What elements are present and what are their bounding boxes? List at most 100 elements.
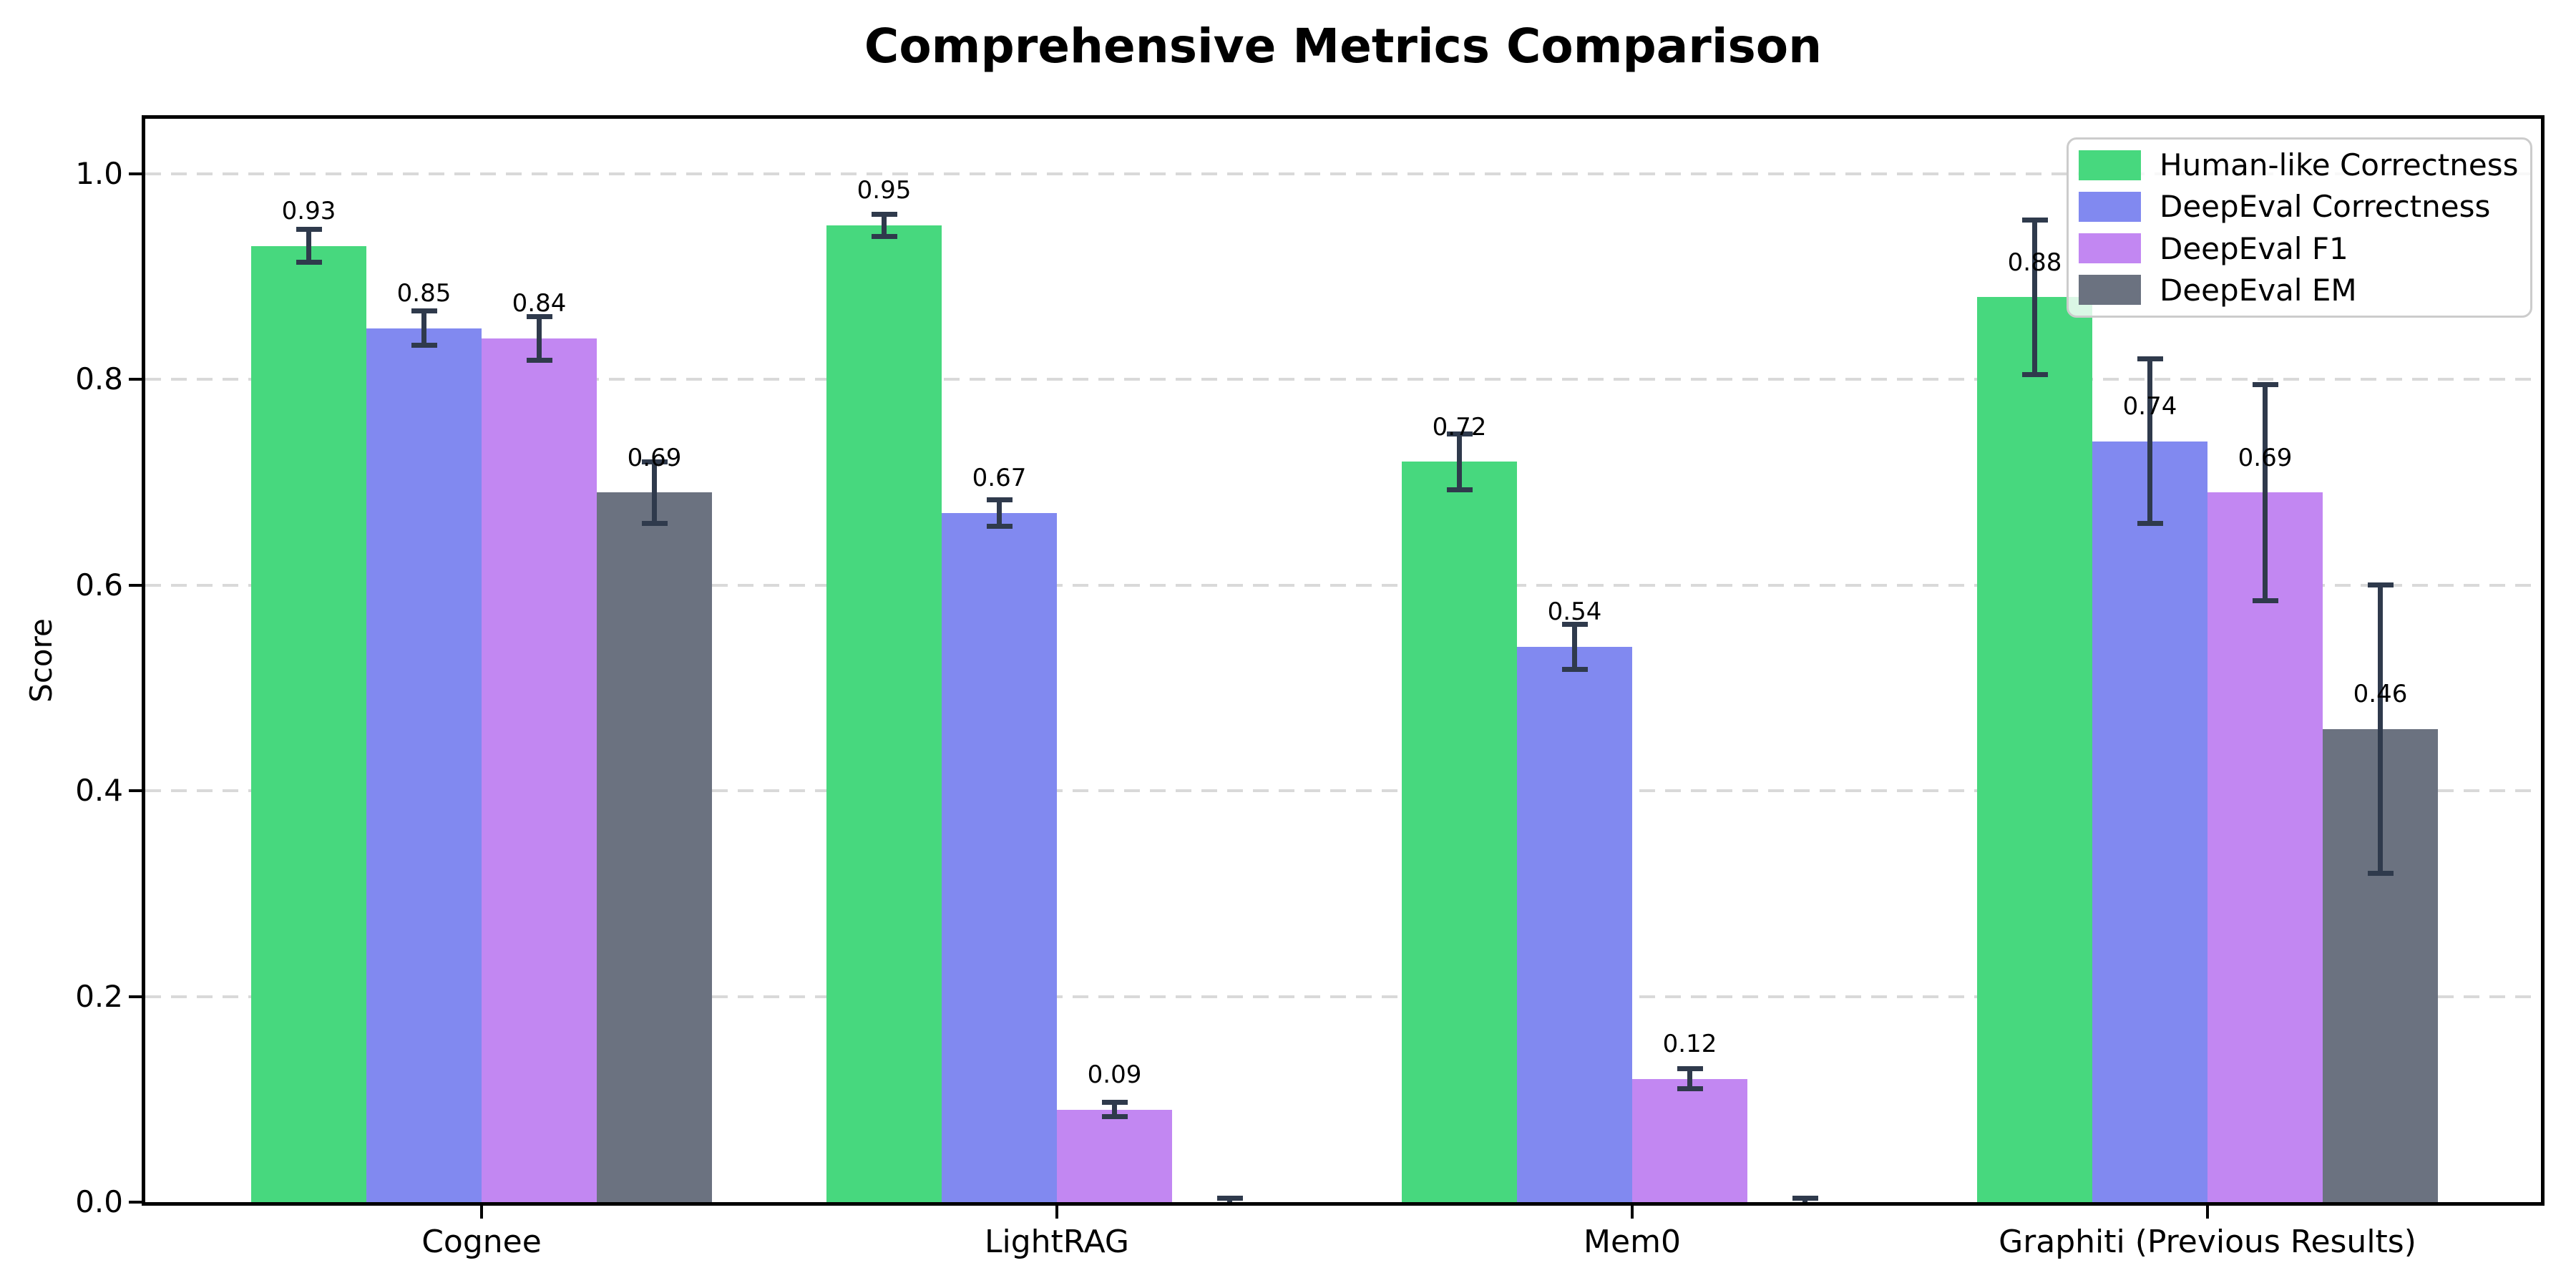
y-tick-mark <box>129 583 142 587</box>
error-bar-cap-bottom <box>2367 870 2394 876</box>
bar-value-label-deepeval-f1-mem0: 0.12 <box>1662 1029 1717 1058</box>
error-bar-cap-top <box>2252 382 2278 388</box>
legend: Human-like Correctness DeepEval Correctne… <box>2067 137 2532 318</box>
gridline-0.2 <box>145 995 2541 998</box>
bar-deepeval-f1-cognee <box>482 338 597 1202</box>
legend-label: DeepEval Correctness <box>2160 189 2491 225</box>
error-bar-cap-top <box>871 211 897 217</box>
error-bar-cap-top <box>1561 621 1588 627</box>
bar-deepeval-correctness-mem0 <box>1517 647 1632 1202</box>
y-tick-label: 0.2 <box>75 978 123 1014</box>
error-bar-cap-bottom <box>2021 371 2048 377</box>
error-bar-line <box>997 499 1002 527</box>
error-bar-cap-top <box>1792 1195 1818 1201</box>
error-bar-line <box>1572 624 1577 670</box>
bar-value-label-deepeval-em-cognee: 0.69 <box>627 443 682 472</box>
x-tick-label-lightrag: LightRAG <box>984 1224 1130 1260</box>
gridline-0.8 <box>145 378 2541 381</box>
error-bar-cap-top <box>526 314 552 320</box>
x-tick-mark <box>480 1206 483 1219</box>
bar-value-label-deepeval-correctness-cognee: 0.85 <box>396 278 452 308</box>
error-bar-line <box>537 316 542 361</box>
error-bar-cap-top <box>1677 1065 1703 1071</box>
bar-value-label-deepeval-f1-cognee: 0.84 <box>512 289 567 318</box>
bar-value-label-human-like-correctness-graphiti-previous-results: 0.88 <box>2007 248 2062 277</box>
plot-area <box>142 115 2545 1206</box>
gridline-1.0 <box>145 172 2541 175</box>
y-tick-label: 0.6 <box>75 567 123 602</box>
bar-deepeval-em-cognee <box>597 492 712 1202</box>
error-bar-cap-bottom <box>2252 597 2278 603</box>
error-bar-cap-top <box>1216 1195 1243 1201</box>
error-bar-cap-top <box>641 459 668 464</box>
legend-item-deepeval-em: DeepEval EM <box>2079 273 2520 308</box>
y-tick-label: 1.0 <box>75 156 123 191</box>
gridline-0.4 <box>145 789 2541 793</box>
chart-title: Comprehensive Metrics Comparison <box>864 19 1823 74</box>
error-bar-cap-bottom <box>526 357 552 363</box>
legend-item-human-like-correctness: Human-like Correctness <box>2079 147 2520 182</box>
y-tick-mark <box>129 789 142 793</box>
error-bar-line <box>421 311 426 346</box>
bar-deepeval-f1-lightrag <box>1057 1109 1172 1202</box>
error-bar-line <box>1457 434 1462 490</box>
bar-value-label-deepeval-correctness-lightrag: 0.67 <box>972 464 1027 493</box>
error-bar-line <box>882 214 887 237</box>
bar-deepeval-f1-graphiti-previous-results <box>2207 492 2323 1202</box>
x-tick-label-graphiti-previous-results: Graphiti (Previous Results) <box>1999 1224 2416 1260</box>
error-bar-cap-bottom <box>1101 1114 1128 1120</box>
error-bar-line <box>2378 585 2383 874</box>
error-bar-line <box>652 462 657 524</box>
bar-value-label-human-like-correctness-cognee: 0.93 <box>281 196 336 225</box>
error-bar-line <box>1687 1068 1692 1089</box>
error-bar-cap-bottom <box>1446 487 1473 492</box>
x-tick-label-cognee: Cognee <box>421 1224 542 1260</box>
bar-human-like-correctness-lightrag <box>826 225 942 1202</box>
error-bar-line <box>306 229 311 263</box>
y-tick-mark <box>129 995 142 998</box>
error-bar-cap-top <box>411 308 437 313</box>
legend-swatch-deepeval-correctness <box>2079 191 2141 222</box>
error-bar-line <box>2032 220 2037 375</box>
legend-label: DeepEval F1 <box>2160 230 2348 266</box>
error-bar-cap-bottom <box>2137 521 2163 527</box>
x-tick-label-mem0: Mem0 <box>1584 1224 1681 1260</box>
legend-swatch-human-like-correctness <box>2079 150 2141 180</box>
legend-swatch-deepeval-f1 <box>2079 233 2141 264</box>
error-bar-cap-top <box>296 227 322 233</box>
bar-deepeval-correctness-lightrag <box>942 513 1057 1202</box>
bar-value-label-human-like-correctness-lightrag: 0.95 <box>857 176 912 205</box>
bar-value-label-deepeval-correctness-mem0: 0.54 <box>1547 597 1602 627</box>
bar-deepeval-f1-mem0 <box>1632 1078 1747 1202</box>
error-bar-cap-top <box>2021 218 2048 223</box>
y-tick-label: 0.0 <box>75 1184 123 1219</box>
bar-deepeval-correctness-cognee <box>366 328 482 1202</box>
bar-value-label-deepeval-f1-lightrag: 0.09 <box>1087 1060 1142 1089</box>
bar-value-label-human-like-correctness-mem0: 0.72 <box>1432 412 1487 441</box>
bar-value-label-deepeval-correctness-graphiti-previous-results: 0.74 <box>2122 391 2177 421</box>
error-bar-line <box>1112 1102 1117 1117</box>
bar-human-like-correctness-mem0 <box>1402 462 1517 1202</box>
legend-item-deepeval-f1: DeepEval F1 <box>2079 231 2520 266</box>
error-bar-cap-top <box>1446 431 1473 437</box>
error-bar-cap-top <box>1101 1100 1128 1106</box>
bar-deepeval-correctness-graphiti-previous-results <box>2092 441 2207 1202</box>
legend-swatch-deepeval-em <box>2079 275 2141 306</box>
error-bar-cap-bottom <box>871 234 897 240</box>
error-bar-cap-bottom <box>641 521 668 527</box>
y-tick-mark <box>129 378 142 381</box>
y-tick-mark <box>129 172 142 175</box>
error-bar-cap-bottom <box>1561 667 1588 673</box>
legend-label: DeepEval EM <box>2160 272 2357 308</box>
gridline-0.6 <box>145 583 2541 587</box>
error-bar-cap-bottom <box>411 343 437 348</box>
x-tick-mark <box>1055 1206 1058 1219</box>
error-bar-line <box>2263 384 2268 601</box>
error-bar-cap-top <box>2367 582 2394 588</box>
legend-label: Human-like Correctness <box>2160 147 2519 183</box>
y-tick-label: 0.8 <box>75 361 123 397</box>
bar-value-label-deepeval-f1-graphiti-previous-results: 0.69 <box>2238 443 2293 472</box>
bar-human-like-correctness-graphiti-previous-results <box>1977 297 2092 1202</box>
legend-item-deepeval-correctness: DeepEval Correctness <box>2079 189 2520 224</box>
